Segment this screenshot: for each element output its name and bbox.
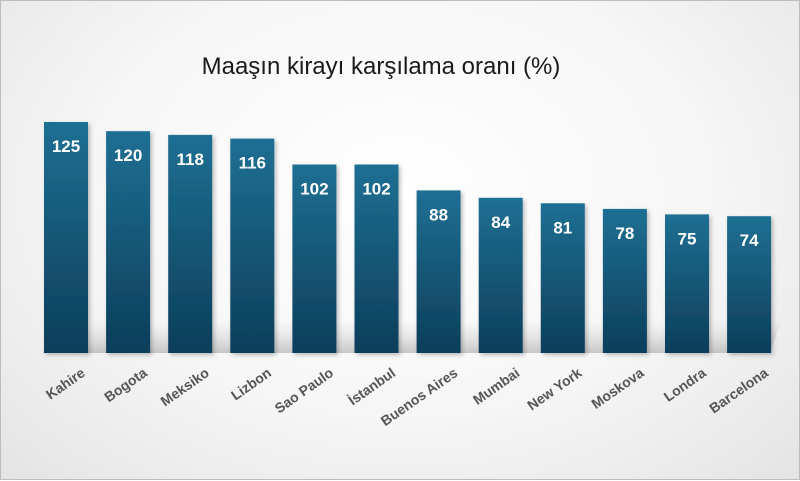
bar-10: [665, 214, 709, 353]
bar-8: [540, 203, 585, 353]
value-label-4: 102: [300, 180, 328, 199]
value-label-6: 88: [429, 205, 448, 224]
category-label-10: Londra: [661, 364, 709, 404]
value-label-1: 120: [114, 146, 142, 165]
value-label-0: 125: [52, 137, 80, 156]
category-label-4: Sao Paulo: [271, 364, 336, 416]
bar-9: [602, 208, 647, 353]
category-label-8: New York: [524, 364, 585, 413]
category-label-7: Mumbai: [470, 364, 523, 407]
value-label-5: 102: [362, 180, 390, 199]
value-labels-group: 125 120 118 116 102 102 88 84 81 78 75 74: [52, 137, 759, 250]
category-label-1: Bogota: [101, 364, 150, 405]
category-label-11: Barcelona: [706, 364, 771, 416]
category-label-2: Meksiko: [157, 364, 211, 409]
chart-title: Maaşın kirayı karşılama oranı (%): [201, 53, 561, 80]
bar-3: [230, 138, 275, 353]
bar-0: [44, 122, 88, 353]
value-label-8: 81: [553, 218, 572, 237]
value-label-3: 116: [239, 154, 266, 173]
category-label-0: Kahire: [43, 364, 88, 402]
bar-5: [354, 164, 399, 353]
bars-group: [44, 122, 772, 353]
bar-11: [727, 216, 772, 353]
chart-floor: [43, 319, 783, 353]
category-label-9: Moskova: [588, 364, 646, 412]
value-label-7: 84: [491, 213, 510, 232]
bar-2: [168, 134, 213, 353]
bar-4: [292, 164, 337, 353]
value-label-11: 74: [740, 231, 759, 250]
bar-7: [478, 197, 523, 353]
category-label-5: İstanbul: [345, 364, 398, 408]
value-label-2: 118: [176, 150, 203, 169]
value-label-9: 78: [615, 224, 634, 243]
bar-6: [416, 190, 461, 353]
value-label-10: 75: [678, 229, 697, 248]
bar-1: [106, 131, 151, 353]
category-label-3: Lizbon: [228, 364, 274, 403]
